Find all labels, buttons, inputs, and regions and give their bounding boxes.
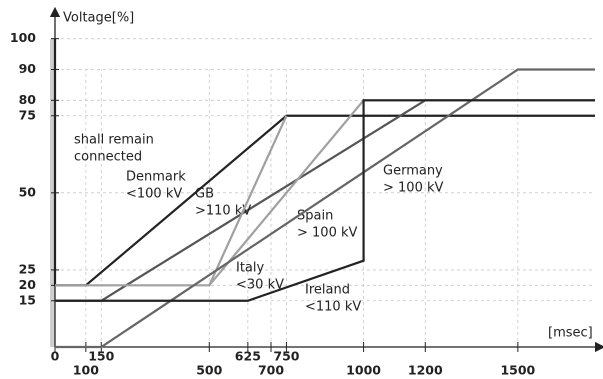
y-tick-label: 90 (19, 61, 37, 76)
y-tick-label: 50 (19, 184, 37, 199)
y-tick-label: 80 (19, 92, 37, 107)
x-tick-label: 0 (51, 349, 60, 364)
y-tick-label: 75 (19, 107, 36, 122)
x-tick-label: 750 (273, 349, 299, 364)
x-tick-label: 1200 (408, 363, 443, 378)
series-label: Germany (383, 164, 443, 179)
series-label: Denmark (126, 170, 186, 185)
series-label: <30 kV (236, 278, 284, 293)
annotation: connected (74, 150, 142, 165)
series-label: > 100 kV (383, 181, 443, 196)
series-label: >110 kV (195, 204, 251, 219)
series-label: Italy (236, 261, 265, 276)
y-tick-label: 25 (19, 261, 36, 276)
x-tick-label: 700 (258, 363, 284, 378)
y-tick-label: 100 (10, 30, 36, 45)
y-axis-label: Voltage[%] (63, 11, 134, 26)
series-line (55, 99, 595, 302)
y-tick-label: 15 (19, 292, 36, 307)
x-axis-label: [msec] (548, 326, 593, 341)
series-label: GB (195, 187, 214, 202)
x-tick-label: 500 (196, 363, 222, 378)
x-tick-label: 1500 (500, 363, 535, 378)
series-label: <100 kV (126, 187, 182, 202)
annotation: shall remain (74, 133, 154, 148)
series-label: > 100 kV (297, 226, 357, 241)
x-tick-label: 625 (235, 349, 261, 364)
x-tick-label: 100 (73, 363, 99, 378)
series-label: Spain (297, 209, 333, 224)
y-tick-label: 20 (19, 277, 37, 292)
x-tick-label: 1000 (346, 363, 381, 378)
x-tick-label: 150 (88, 349, 114, 364)
series-line (55, 68, 595, 349)
series-label: <110 kV (305, 300, 361, 315)
series-label: Ireland (305, 283, 350, 298)
